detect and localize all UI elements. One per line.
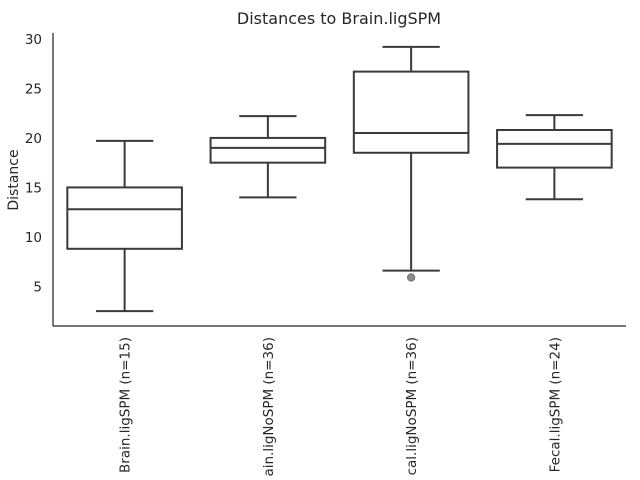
x-tick-label: Brain.ligSPM (n=15) (118, 337, 134, 473)
y-axis-ticks: 5 10 15 20 25 30 (25, 32, 42, 295)
box-4 (496, 114, 613, 201)
box-3 (352, 45, 470, 282)
outlier-point (407, 273, 416, 282)
box-series (66, 45, 613, 313)
iqr-box (352, 70, 470, 154)
x-axis-ticks: Brain.ligSPM (n=15) ain.ligNoSPM (n=36) ca… (118, 337, 564, 477)
y-tick-label: 30 (25, 32, 42, 48)
iqr-box (209, 136, 327, 164)
iqr-box (66, 186, 183, 250)
y-axis-label: Distance (6, 149, 22, 210)
y-tick-label: 5 (33, 279, 42, 295)
box-2 (209, 115, 327, 199)
box-1 (66, 139, 183, 313)
y-tick-label: 10 (25, 230, 42, 246)
x-tick-label: cal.ligNoSPM (n=36) (404, 337, 420, 475)
x-tick-label: ain.ligNoSPM (n=36) (261, 337, 277, 477)
y-tick-label: 15 (25, 180, 42, 196)
y-tick-label: 25 (25, 81, 42, 97)
x-tick-label: Fecal.ligSPM (n=24) (547, 337, 563, 472)
chart-title: Distances to Brain.ligSPM (237, 9, 441, 28)
y-tick-label: 20 (25, 131, 42, 147)
iqr-box (496, 129, 613, 169)
